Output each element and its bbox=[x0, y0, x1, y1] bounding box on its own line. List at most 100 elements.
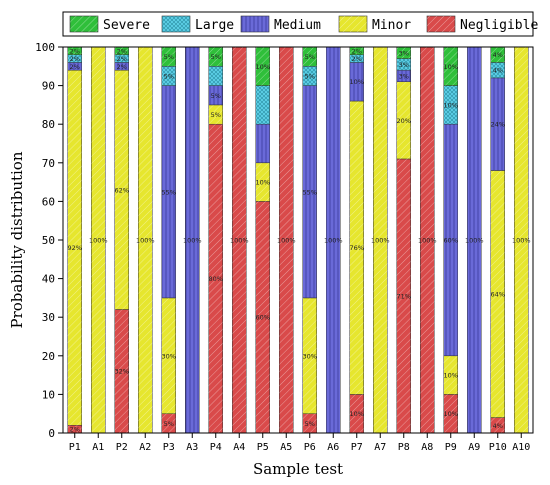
x-tick-label: A10 bbox=[512, 442, 530, 453]
data-label: 10% bbox=[444, 101, 458, 109]
data-label: 30% bbox=[162, 352, 176, 360]
data-label: 5% bbox=[164, 72, 174, 80]
data-labels-group: 2%92%2%2%2%100%32%62%2%2%2%100%5%30%55%5… bbox=[68, 47, 531, 433]
data-label: 30% bbox=[303, 352, 317, 360]
data-label: 3% bbox=[399, 72, 409, 80]
data-label: 32% bbox=[115, 368, 129, 376]
legend-label-large: Large bbox=[195, 18, 234, 33]
data-label: 4% bbox=[493, 422, 503, 430]
data-label: 5% bbox=[164, 53, 174, 61]
data-label: 60% bbox=[444, 237, 458, 245]
x-tick-label: P10 bbox=[489, 442, 507, 453]
data-label: 10% bbox=[444, 410, 458, 418]
data-label: 10% bbox=[444, 372, 458, 380]
data-label: 4% bbox=[493, 67, 503, 75]
data-label: 71% bbox=[397, 292, 411, 300]
data-label: 62% bbox=[115, 186, 129, 194]
legend: Severe Large Medium Minor Negligible bbox=[62, 11, 538, 37]
y-tick-label: 20 bbox=[42, 350, 55, 363]
data-label: 10% bbox=[444, 63, 458, 71]
data-label: 55% bbox=[303, 188, 317, 196]
data-label: 2% bbox=[70, 63, 80, 71]
x-tick-label: A8 bbox=[421, 442, 433, 453]
data-label: 100% bbox=[512, 237, 531, 245]
x-axis-title: Sample test bbox=[253, 460, 343, 478]
data-label: 5% bbox=[305, 420, 315, 428]
x-tick-label: P7 bbox=[351, 442, 363, 453]
legend-swatch-minor-pattern bbox=[339, 16, 367, 32]
x-tick-label: A1 bbox=[92, 442, 104, 453]
data-label: 80% bbox=[209, 275, 223, 283]
data-label: 10% bbox=[256, 179, 270, 187]
x-tick-label: P3 bbox=[163, 442, 175, 453]
y-tick-label: 50 bbox=[42, 234, 55, 247]
data-label: 2% bbox=[70, 47, 80, 55]
y-tick-label: 0 bbox=[48, 427, 55, 440]
x-tick-label: A4 bbox=[233, 442, 245, 453]
data-label: 100% bbox=[136, 237, 155, 245]
data-label: 4% bbox=[493, 51, 503, 59]
y-tick-label: 70 bbox=[42, 157, 55, 170]
data-label: 2% bbox=[117, 55, 127, 63]
plot-frame bbox=[62, 46, 534, 434]
x-tick-label: A2 bbox=[139, 442, 151, 453]
data-label: 3% bbox=[399, 49, 409, 57]
x-tick-label: A3 bbox=[186, 442, 198, 453]
data-label: 100% bbox=[277, 237, 296, 245]
data-label: 100% bbox=[371, 237, 390, 245]
x-tick-label: A6 bbox=[327, 442, 339, 453]
legend-swatch-severe-pattern bbox=[70, 16, 98, 32]
x-axis: P1 A1 P2 A2 P3 A3 P4 A4 P5 A5 P6 A6 P7 A7 P8 A8 P9 A9 P10 A… bbox=[69, 433, 530, 453]
data-label: 5% bbox=[164, 420, 174, 428]
data-label: 100% bbox=[418, 237, 437, 245]
legend-swatch-negligible-pattern bbox=[427, 16, 455, 32]
y-axis-title: Probability distribution bbox=[8, 151, 26, 328]
bar-large bbox=[255, 85, 270, 125]
x-tick-label: A5 bbox=[280, 442, 292, 453]
data-label: 10% bbox=[256, 63, 270, 71]
data-label: 100% bbox=[324, 237, 343, 245]
data-label: 5% bbox=[305, 72, 315, 80]
data-label: 2% bbox=[70, 426, 80, 434]
data-label: 55% bbox=[162, 188, 176, 196]
data-label: 76% bbox=[350, 244, 364, 252]
data-label: 5% bbox=[211, 53, 221, 61]
legend-label-medium: Medium bbox=[274, 18, 321, 33]
data-label: 2% bbox=[117, 47, 127, 55]
data-label: 24% bbox=[491, 121, 505, 129]
data-label: 100% bbox=[465, 237, 484, 245]
data-label: 5% bbox=[305, 53, 315, 61]
y-tick-label: 40 bbox=[42, 273, 55, 286]
legend-label-minor: Minor bbox=[372, 18, 411, 33]
data-label: 100% bbox=[89, 237, 108, 245]
y-tick-label: 30 bbox=[42, 311, 55, 324]
y-tick-label: 60 bbox=[42, 195, 55, 208]
data-label: 2% bbox=[352, 47, 362, 55]
data-label: 20% bbox=[397, 117, 411, 125]
bar-large bbox=[208, 66, 223, 86]
data-label: 3% bbox=[399, 61, 409, 69]
x-tick-label: A9 bbox=[468, 442, 480, 453]
x-tick-label: A7 bbox=[374, 442, 386, 453]
x-tick-label: P2 bbox=[116, 442, 128, 453]
x-tick-label: P1 bbox=[69, 442, 81, 453]
data-label: 64% bbox=[491, 291, 505, 299]
x-tick-label: P5 bbox=[257, 442, 269, 453]
x-tick-label: P4 bbox=[210, 442, 222, 453]
data-label: 100% bbox=[183, 237, 202, 245]
data-label: 2% bbox=[70, 55, 80, 63]
legend-label-severe: Severe bbox=[103, 18, 150, 33]
legend-swatch-large-pattern bbox=[162, 16, 190, 32]
data-label: 100% bbox=[230, 237, 249, 245]
y-tick-label: 90 bbox=[42, 80, 55, 93]
data-label: 10% bbox=[350, 410, 364, 418]
y-tick-label: 10 bbox=[42, 388, 55, 401]
y-tick-label: 100 bbox=[35, 41, 55, 54]
legend-label-negligible: Negligible bbox=[460, 18, 538, 33]
x-tick-label: P6 bbox=[304, 442, 316, 453]
bar-medium bbox=[255, 123, 270, 164]
y-tick-label: 80 bbox=[42, 118, 55, 131]
data-label: 92% bbox=[68, 244, 82, 252]
data-label: 2% bbox=[117, 63, 127, 71]
